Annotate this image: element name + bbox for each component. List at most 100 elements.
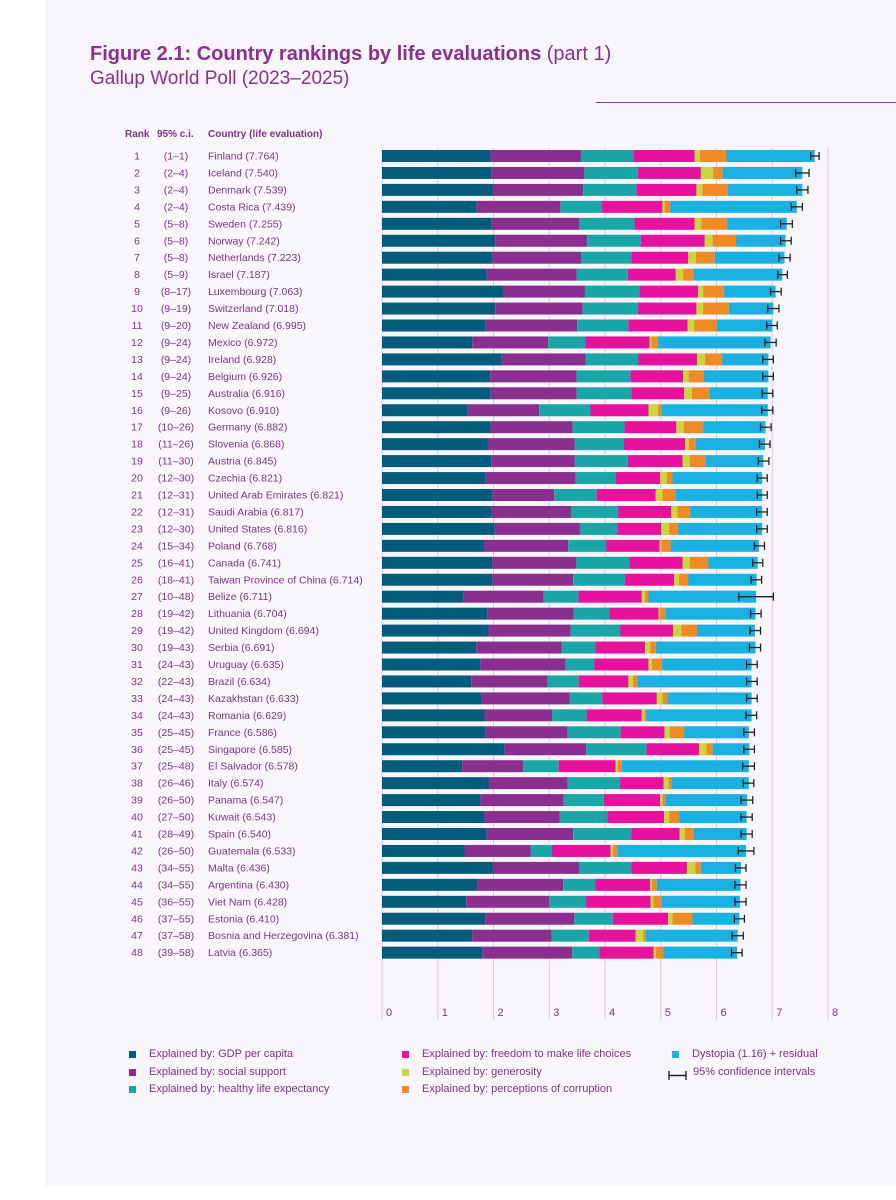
bar-segment-dystopia: [672, 472, 763, 485]
bar-segment-corruption: [683, 268, 694, 281]
bar-segment-corruption: [703, 285, 724, 298]
bar-segment-gdp: [382, 878, 478, 891]
row-country: Guatemala (6.533): [208, 845, 296, 857]
row-country: El Salvador (6.578): [208, 761, 298, 773]
bar-segment-dystopia: [714, 251, 785, 264]
row-ci: (19–42): [158, 608, 194, 620]
bar-segment-social: [462, 760, 524, 773]
row-rank: 15: [131, 388, 143, 400]
bar-segment-gdp: [382, 607, 488, 620]
row-country: Viet Nam (6.428): [208, 896, 287, 908]
bar-segment-freedom: [606, 539, 660, 552]
bar-segment-freedom: [646, 743, 700, 756]
bar-segment-freedom: [620, 777, 664, 790]
bar-segment-generosity: [674, 573, 680, 586]
row-ci: (8–17): [161, 286, 191, 298]
bar-segment-health: [569, 692, 603, 705]
legend-swatch-gdp: [129, 1051, 136, 1058]
row-rank: 28: [131, 608, 143, 620]
bar-segment-social: [480, 658, 566, 671]
bar-segment-health: [568, 539, 607, 552]
bar-segment-social: [490, 387, 577, 400]
row-country: Romania (6.629): [208, 710, 286, 722]
row-ci: (5–8): [164, 218, 189, 230]
row-ci: (12–31): [158, 490, 194, 502]
bar-segment-corruption: [672, 912, 693, 925]
row-ci: (9–24): [161, 371, 191, 383]
row-country: United States (6.816): [208, 523, 307, 535]
bar-segment-dystopia: [637, 675, 752, 688]
bar-segment-generosity: [700, 166, 714, 179]
bar-segment-social: [472, 929, 552, 942]
bar-segment-corruption: [702, 183, 728, 196]
row-ci: (5–8): [164, 252, 189, 264]
bar-segment-corruption: [659, 607, 666, 620]
bar-segment-health: [530, 844, 553, 857]
bar-segment-corruption: [683, 421, 704, 434]
bar-segment-social: [471, 675, 548, 688]
row-country: Estonia (6.410): [208, 913, 279, 925]
bar-segment-freedom: [637, 302, 697, 315]
bar-segment-corruption: [703, 302, 729, 315]
bar-segment-generosity: [686, 861, 696, 874]
bar-segment-social: [495, 302, 583, 315]
bar-segment-generosity: [655, 489, 663, 501]
legend-label-social: Explained by: social support: [149, 1066, 286, 1078]
bar-segment-health: [574, 912, 613, 925]
row-rank: 47: [131, 930, 143, 942]
bar-segment-generosity: [696, 353, 705, 366]
bar-segment-freedom: [633, 150, 695, 162]
row-ci: (25–48): [158, 761, 194, 773]
bar-segment-social: [487, 607, 574, 620]
bar-segment-corruption: [713, 166, 723, 179]
bar-segment-freedom: [640, 234, 705, 247]
bar-segment-corruption: [684, 828, 694, 840]
bar-segment-freedom: [620, 726, 665, 739]
bar-segment-gdp: [382, 336, 473, 349]
bar-segment-corruption: [645, 590, 649, 603]
row-ci: (26–50): [158, 845, 194, 857]
row-rank: 34: [131, 710, 143, 722]
bar-segment-social: [490, 150, 582, 162]
bar-segment-generosity: [667, 912, 673, 925]
bar-segment-gdp: [382, 641, 477, 654]
bar-segment-freedom: [627, 268, 676, 281]
bar-segment-freedom: [595, 641, 646, 654]
bar-segment-dystopia: [661, 658, 752, 671]
bar-segment-freedom: [617, 522, 662, 535]
row-rank: 43: [131, 862, 143, 874]
bar-segment-gdp: [382, 539, 485, 552]
row-ci: (11–26): [158, 439, 193, 451]
bar-segment-social: [491, 505, 571, 518]
bar-segment-gdp: [382, 811, 485, 824]
row-country: Uruguay (6.635): [208, 659, 284, 671]
bar-segment-social: [463, 590, 544, 603]
x-tick-label: 7: [776, 1007, 782, 1019]
bar-segment-corruption: [650, 641, 656, 654]
bar-segment-freedom: [637, 166, 701, 179]
legend-swatch-freedom: [402, 1051, 409, 1058]
bar-segment-freedom: [620, 624, 674, 637]
row-rank: 12: [131, 337, 143, 349]
bar-segment-gdp: [382, 692, 482, 705]
bar-segment-health: [577, 319, 629, 332]
bar-segment-generosity: [662, 200, 665, 213]
bar-segment-dystopia: [736, 234, 786, 247]
bar-segment-gdp: [382, 709, 485, 722]
bar-segment-dystopia: [696, 624, 755, 637]
bar-segment-health: [584, 166, 638, 179]
row-ci: (5–8): [164, 235, 189, 247]
bar-segment-social: [464, 844, 531, 857]
bar-segment-dystopia: [728, 302, 774, 315]
bar-segment-corruption: [701, 217, 728, 230]
row-country: Czechia (6.821): [208, 473, 282, 485]
bar-segment-freedom: [638, 353, 697, 366]
row-rank: 5: [134, 218, 140, 230]
bar-segment-gdp: [382, 658, 481, 671]
bar-segment-generosity: [688, 251, 696, 264]
bar-segment-gdp: [382, 166, 492, 179]
row-rank: 42: [131, 845, 143, 857]
bar-segment-social: [486, 268, 577, 281]
bar-segment-freedom: [585, 336, 650, 349]
bar-segment-dystopia: [722, 166, 803, 179]
